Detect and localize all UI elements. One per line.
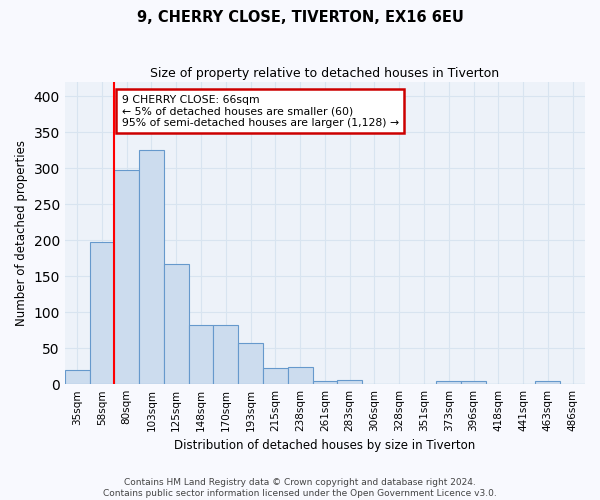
X-axis label: Distribution of detached houses by size in Tiverton: Distribution of detached houses by size … [174, 440, 476, 452]
Bar [313, 380, 337, 384]
Text: 9, CHERRY CLOSE, TIVERTON, EX16 6EU: 9, CHERRY CLOSE, TIVERTON, EX16 6EU [137, 10, 463, 25]
Bar [164, 264, 188, 384]
Bar [139, 150, 164, 384]
Bar [188, 325, 214, 384]
Bar [337, 380, 362, 384]
Bar [89, 242, 115, 384]
Bar [461, 380, 486, 384]
Bar [238, 343, 263, 384]
Text: 9 CHERRY CLOSE: 66sqm
← 5% of detached houses are smaller (60)
95% of semi-detac: 9 CHERRY CLOSE: 66sqm ← 5% of detached h… [122, 94, 399, 128]
Text: Contains HM Land Registry data © Crown copyright and database right 2024.
Contai: Contains HM Land Registry data © Crown c… [103, 478, 497, 498]
Bar [65, 370, 89, 384]
Title: Size of property relative to detached houses in Tiverton: Size of property relative to detached ho… [151, 68, 499, 80]
Bar [535, 382, 560, 384]
Y-axis label: Number of detached properties: Number of detached properties [15, 140, 28, 326]
Bar [263, 368, 288, 384]
Bar [436, 380, 461, 384]
Bar [288, 367, 313, 384]
Bar [214, 325, 238, 384]
Bar [115, 170, 139, 384]
